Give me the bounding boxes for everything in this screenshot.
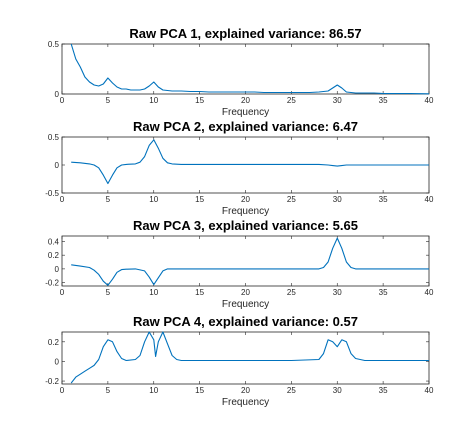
y-tick-label: 0 bbox=[55, 90, 60, 99]
x-tick-label: 20 bbox=[241, 96, 250, 105]
x-tick-label: 40 bbox=[425, 195, 434, 204]
x-tick-label: 30 bbox=[333, 386, 342, 395]
panel-4-xlabel: Frequency bbox=[222, 397, 269, 408]
panel-3-axes-box bbox=[61, 235, 430, 287]
y-tick-label: -0.2 bbox=[45, 279, 59, 288]
panel-1-axes-box bbox=[61, 43, 430, 95]
panel-2: Raw PCA 2, explained variance: 6.47 0 5 10 1… bbox=[45, 119, 434, 217]
y-tick-label: -0.2 bbox=[45, 377, 59, 386]
panel-4: Raw PCA 4, explained variance: 0.57 0 5 10 1… bbox=[45, 314, 434, 408]
x-tick-label: 5 bbox=[106, 96, 111, 105]
x-tick-label: 0 bbox=[60, 96, 65, 105]
x-tick-label: 15 bbox=[195, 195, 204, 204]
x-tick-label: 30 bbox=[333, 195, 342, 204]
x-tick-label: 20 bbox=[241, 195, 250, 204]
y-tick-label: 0 bbox=[55, 265, 60, 274]
panel-1-series-line bbox=[70, 43, 430, 95]
panel-4-title: Raw PCA 4, explained variance: 0.57 bbox=[133, 314, 358, 329]
x-tick-label: 25 bbox=[287, 288, 296, 297]
x-tick-label: 35 bbox=[379, 195, 388, 204]
x-tick-label: 0 bbox=[60, 288, 65, 297]
panel-3-title: Raw PCA 3, explained variance: 5.65 bbox=[133, 218, 358, 233]
panel-1: Raw PCA 1, explained variance: 86.57 0 5 10… bbox=[48, 26, 434, 118]
panel-2-title: Raw PCA 2, explained variance: 6.47 bbox=[133, 119, 358, 134]
y-tick-label: 0 bbox=[55, 357, 60, 366]
x-tick-label: 40 bbox=[425, 288, 434, 297]
y-tick-label: 0.5 bbox=[48, 40, 60, 49]
panel-1-xlabel: Frequency bbox=[222, 107, 269, 118]
panel-3-series-line bbox=[71, 237, 429, 286]
panel-3: Raw PCA 3, explained variance: 5.65 0 5 10 1… bbox=[45, 218, 434, 310]
y-tick-label: 0 bbox=[55, 161, 60, 170]
x-tick-label: 10 bbox=[149, 195, 158, 204]
x-tick-label: 10 bbox=[149, 96, 158, 105]
x-tick-label: 15 bbox=[195, 288, 204, 297]
x-tick-label: 20 bbox=[241, 386, 250, 395]
y-tick-label: -0.5 bbox=[45, 189, 59, 198]
x-tick-label: 35 bbox=[379, 288, 388, 297]
panel-4-axes-box bbox=[61, 331, 430, 385]
x-tick-label: 25 bbox=[287, 195, 296, 204]
x-tick-label: 10 bbox=[149, 288, 158, 297]
y-tick-label: 0.4 bbox=[48, 237, 60, 246]
x-tick-label: 15 bbox=[195, 386, 204, 395]
panel-3-xlabel: Frequency bbox=[222, 299, 269, 310]
x-tick-label: 5 bbox=[106, 386, 111, 395]
panel-1-title: Raw PCA 1, explained variance: 86.57 bbox=[129, 26, 361, 41]
x-tick-label: 30 bbox=[333, 96, 342, 105]
x-tick-label: 40 bbox=[425, 96, 434, 105]
y-tick-label: 0.5 bbox=[48, 133, 60, 142]
x-tick-label: 20 bbox=[241, 288, 250, 297]
y-tick-label: 0.2 bbox=[48, 338, 60, 347]
x-tick-label: 5 bbox=[106, 288, 111, 297]
x-tick-label: 35 bbox=[379, 386, 388, 395]
panel-4-series-line bbox=[70, 331, 429, 384]
x-tick-label: 0 bbox=[60, 386, 65, 395]
panel-2-series-line bbox=[71, 139, 429, 185]
x-tick-label: 5 bbox=[106, 195, 111, 204]
x-tick-label: 35 bbox=[379, 96, 388, 105]
x-tick-label: 10 bbox=[149, 386, 158, 395]
x-tick-label: 40 bbox=[425, 386, 434, 395]
panel-2-xlabel: Frequency bbox=[222, 206, 269, 217]
x-tick-label: 15 bbox=[195, 96, 204, 105]
x-tick-label: 25 bbox=[287, 96, 296, 105]
x-tick-label: 30 bbox=[333, 288, 342, 297]
y-tick-label: 0.2 bbox=[48, 251, 60, 260]
x-tick-label: 25 bbox=[287, 386, 296, 395]
x-tick-label: 0 bbox=[60, 195, 65, 204]
